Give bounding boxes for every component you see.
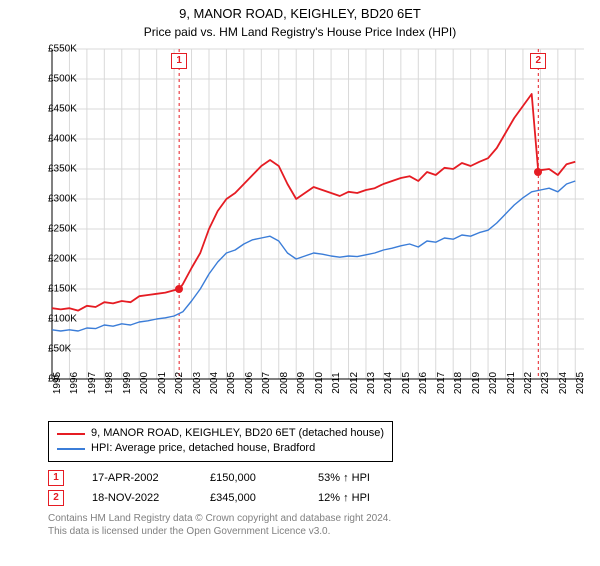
legend: 9, MANOR ROAD, KEIGHLEY, BD20 6ET (detac… bbox=[48, 421, 393, 462]
event-table: 1 17-APR-2002 £150,000 53% ↑ HPI 2 18-NOV-202… bbox=[48, 470, 600, 506]
chart-title: 9, MANOR ROAD, KEIGHLEY, BD20 6ET bbox=[0, 6, 600, 23]
event-row: 2 18-NOV-2022 £345,000 12% ↑ HPI bbox=[48, 490, 600, 506]
chart-area: £0£50K£100K£150K£200K£250K£300K£350K£400… bbox=[10, 43, 590, 413]
event-delta: 53% ↑ HPI bbox=[318, 472, 370, 484]
footer-line-1: Contains HM Land Registry data © Crown c… bbox=[48, 512, 600, 525]
event-price: £345,000 bbox=[210, 492, 290, 504]
event-delta: 12% ↑ HPI bbox=[318, 492, 370, 504]
legend-label: HPI: Average price, detached house, Brad… bbox=[91, 441, 315, 456]
event-id-marker: 1 bbox=[48, 470, 64, 486]
chart-svg bbox=[10, 43, 590, 413]
legend-item: 9, MANOR ROAD, KEIGHLEY, BD20 6ET (detac… bbox=[57, 426, 384, 441]
event-date: 17-APR-2002 bbox=[92, 472, 182, 484]
legend-swatch bbox=[57, 448, 85, 450]
legend-label: 9, MANOR ROAD, KEIGHLEY, BD20 6ET (detac… bbox=[91, 426, 384, 441]
footer-line-2: This data is licensed under the Open Gov… bbox=[48, 525, 600, 538]
event-id-marker: 2 bbox=[48, 490, 64, 506]
chart-subtitle: Price paid vs. HM Land Registry's House … bbox=[0, 25, 600, 39]
event-date: 18-NOV-2022 bbox=[92, 492, 182, 504]
legend-item: HPI: Average price, detached house, Brad… bbox=[57, 441, 384, 456]
event-price: £150,000 bbox=[210, 472, 290, 484]
legend-swatch bbox=[57, 433, 85, 435]
event-row: 1 17-APR-2002 £150,000 53% ↑ HPI bbox=[48, 470, 600, 486]
footer-attribution: Contains HM Land Registry data © Crown c… bbox=[48, 512, 600, 538]
